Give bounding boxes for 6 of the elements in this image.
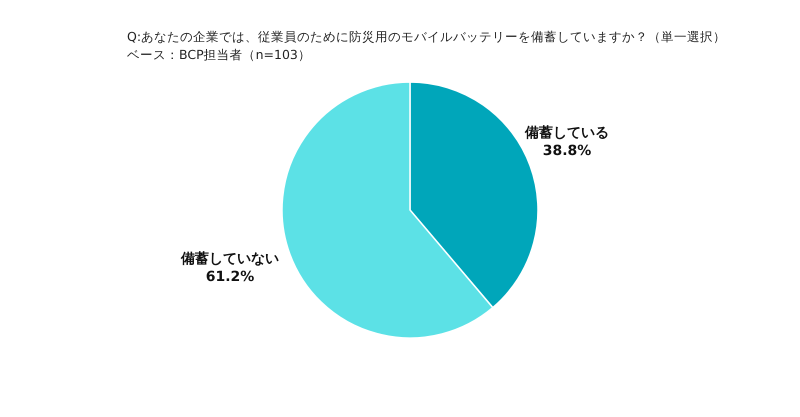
chart-title: Q:あなたの企業では、従業員のために防災用のモバイルバッテリーを備蓄していますか？（単一選択） (127, 29, 726, 44)
chart-subtitle: ベース：BCP担当者（n=103） (127, 47, 311, 62)
slice-label: 備蓄していない (180, 251, 279, 267)
data-label: 61.2% (206, 269, 254, 285)
data-label: 38.8% (542, 143, 592, 159)
slice-label: 備蓄している (524, 125, 609, 141)
